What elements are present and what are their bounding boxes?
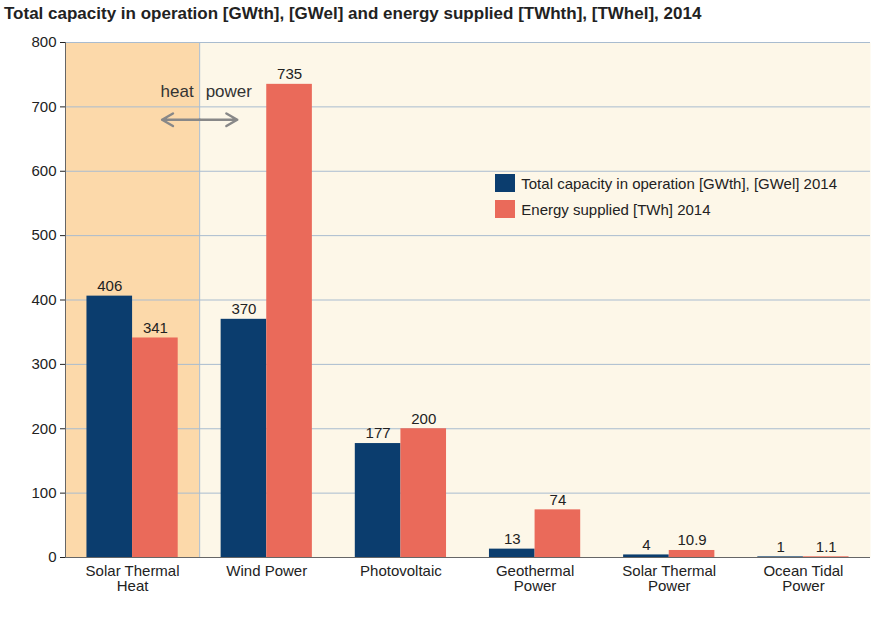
svg-text:600: 600 <box>31 162 56 179</box>
svg-text:800: 800 <box>31 33 56 50</box>
svg-text:Photovoltaic: Photovoltaic <box>360 562 442 579</box>
svg-text:370: 370 <box>231 300 256 317</box>
svg-text:200: 200 <box>31 420 56 437</box>
svg-text:406: 406 <box>97 277 122 294</box>
html-text:Total capacity in operation [G: Total capacity in operation [GWth], [GWe… <box>4 4 702 23</box>
svg-text:500: 500 <box>31 226 56 243</box>
html-text:Total capacity in operation [G: Total capacity in operation [GWth], [GWe… <box>521 174 837 192</box>
svg-text:341: 341 <box>143 319 168 336</box>
svg-text:GeothermalPower: GeothermalPower <box>496 562 574 594</box>
svg-text:300: 300 <box>31 355 56 372</box>
svg-text:0: 0 <box>48 548 56 565</box>
svg-text:74: 74 <box>550 491 567 508</box>
svg-text:Solar ThermalHeat: Solar ThermalHeat <box>86 562 180 594</box>
svg-text:Ocean TidalPower: Ocean TidalPower <box>763 562 843 594</box>
svg-text:Wind Power: Wind Power <box>226 562 307 579</box>
svg-text:Solar ThermalPower: Solar ThermalPower <box>622 562 716 594</box>
svg-text:400: 400 <box>31 291 56 308</box>
svg-text:177: 177 <box>366 424 391 441</box>
svg-text:1: 1 <box>776 538 784 555</box>
svg-text:heat: heat <box>161 82 194 101</box>
svg-text:100: 100 <box>31 484 56 501</box>
svg-text:13: 13 <box>504 530 521 547</box>
svg-text:1.1: 1.1 <box>816 538 837 555</box>
svg-text:power: power <box>206 82 253 101</box>
svg-text:4: 4 <box>642 536 650 553</box>
svg-text:700: 700 <box>31 98 56 115</box>
svg-text:10.9: 10.9 <box>677 531 706 548</box>
svg-text:200: 200 <box>411 410 436 427</box>
svg-text:735: 735 <box>277 65 302 82</box>
html-text:Energy supplied [TWh] 2014: Energy supplied [TWh] 2014 <box>521 200 711 218</box>
